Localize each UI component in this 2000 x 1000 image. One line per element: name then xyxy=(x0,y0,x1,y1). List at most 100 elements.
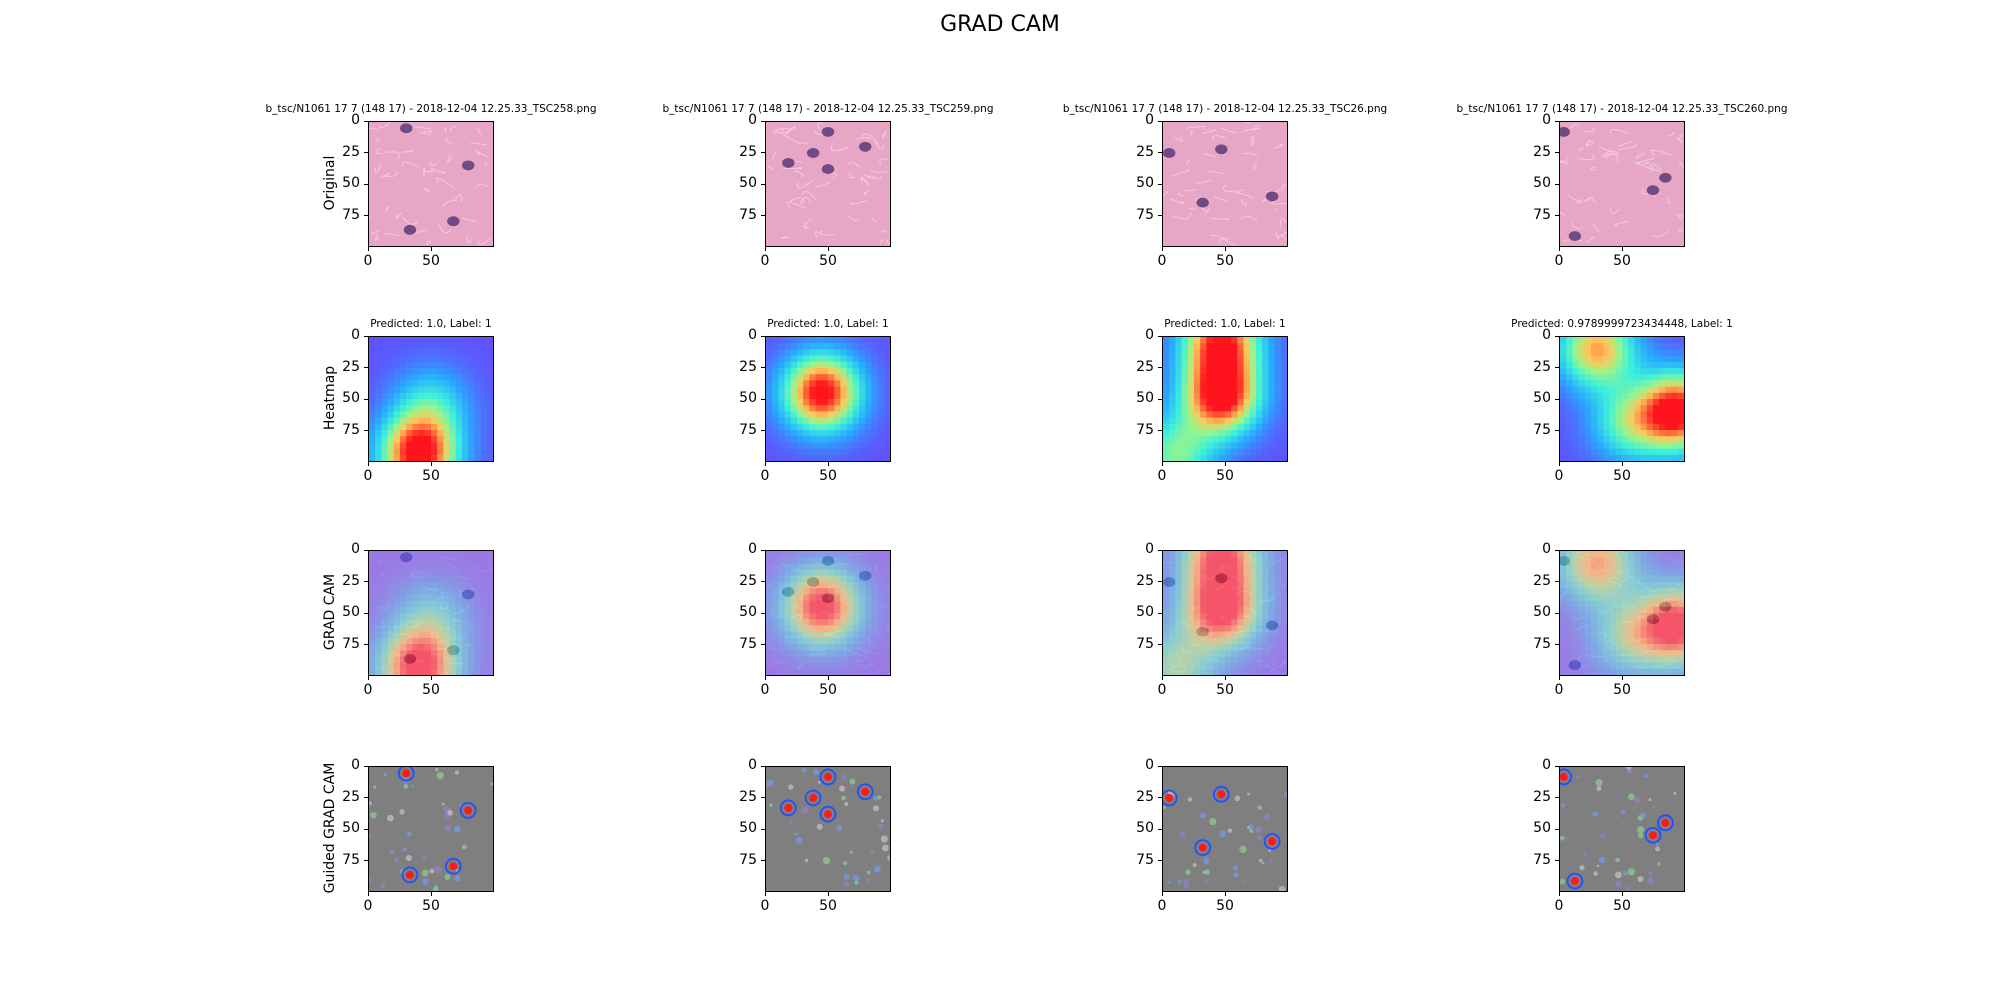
heat-cell xyxy=(790,656,798,663)
heat-cell xyxy=(431,343,438,350)
heat-cell xyxy=(468,656,475,663)
heat-cell xyxy=(1187,650,1195,657)
heat-cell xyxy=(784,644,792,651)
heat-cell xyxy=(449,442,457,449)
heat-cell xyxy=(1187,551,1195,558)
heat-cell xyxy=(840,575,847,583)
x-tick-label: 0 xyxy=(760,253,770,269)
heat-cell xyxy=(1560,613,1567,620)
gradient-speck xyxy=(411,784,415,788)
heat-cell xyxy=(412,619,419,626)
heat-cell xyxy=(1671,399,1679,406)
x-tick xyxy=(1224,892,1226,896)
gradient-speck xyxy=(843,880,850,887)
heat-cell xyxy=(809,430,816,437)
heat-cell xyxy=(455,662,463,670)
heat-cell xyxy=(1237,656,1244,663)
heat-cell xyxy=(1256,392,1263,400)
heat-cell xyxy=(790,668,798,675)
heat-cell xyxy=(369,644,376,651)
heat-cell xyxy=(474,637,481,645)
heat-cell xyxy=(393,575,401,583)
heat-cell xyxy=(1256,575,1263,583)
heat-cell xyxy=(418,442,426,449)
heat-cell xyxy=(462,411,469,418)
heat-cell xyxy=(1603,557,1610,564)
heat-cell xyxy=(1566,361,1573,369)
heat-cell xyxy=(803,386,810,394)
heat-cell xyxy=(443,668,450,675)
heat-cell xyxy=(1603,563,1610,570)
gradient-speck xyxy=(841,774,847,780)
heat-cell xyxy=(369,563,376,570)
tissue-fiber xyxy=(772,152,777,159)
heat-cell xyxy=(387,600,395,608)
heat-cell xyxy=(1243,448,1251,456)
heat-cell xyxy=(369,411,376,418)
heat-cell xyxy=(1584,662,1592,670)
heat-cell xyxy=(437,588,444,595)
heat-cell xyxy=(883,668,890,675)
x-tick-label: 0 xyxy=(363,898,373,914)
heat-cell xyxy=(480,637,488,645)
gradient-speck xyxy=(795,836,803,844)
heat-cell xyxy=(834,644,841,651)
heat-cell xyxy=(859,656,866,663)
heat-cell xyxy=(443,417,450,425)
heat-cell xyxy=(1615,355,1623,363)
heat-cell xyxy=(443,423,450,431)
tissue-fiber xyxy=(1649,163,1662,171)
y-tick-label: 50 xyxy=(1533,390,1551,406)
heat-cell xyxy=(1591,436,1598,443)
heat-cell xyxy=(797,575,804,583)
heat-cell xyxy=(400,423,407,431)
heat-cell xyxy=(449,349,457,356)
heat-cell xyxy=(877,411,885,418)
heat-cell xyxy=(1187,448,1195,456)
heat-cell xyxy=(1225,588,1232,595)
heat-cell xyxy=(883,417,890,425)
heat-cell xyxy=(1572,551,1579,558)
heat-cell xyxy=(1218,563,1226,570)
heat-cell xyxy=(1628,613,1635,620)
heat-cell xyxy=(1225,392,1232,400)
heat-cell xyxy=(1572,594,1579,601)
y-tick xyxy=(364,797,368,798)
heat-cell xyxy=(381,436,388,443)
heat-cell xyxy=(424,355,432,363)
heat-cell xyxy=(766,613,773,620)
heat-cell xyxy=(1274,380,1282,387)
heat-cell xyxy=(877,662,885,670)
heat-cell xyxy=(834,417,841,425)
heat-cell xyxy=(797,644,804,651)
gradient-speck xyxy=(877,795,882,800)
heat-cell xyxy=(400,392,407,400)
heat-cell xyxy=(1615,613,1623,620)
heat-cell xyxy=(412,594,419,601)
heat-cell xyxy=(455,386,463,394)
tissue-fiber xyxy=(1203,153,1216,158)
heat-cell xyxy=(1206,355,1213,363)
heat-cell xyxy=(480,650,488,657)
x-tick-label: 50 xyxy=(1613,468,1631,484)
heat-cell xyxy=(871,557,878,564)
gradient-speck xyxy=(490,782,493,786)
heat-cell xyxy=(424,442,432,449)
heat-cell xyxy=(1200,374,1207,381)
heat-cell xyxy=(1640,454,1648,461)
heat-cell xyxy=(1268,411,1275,418)
heat-cell xyxy=(1677,557,1684,564)
heat-cell xyxy=(1615,594,1623,601)
heat-cell xyxy=(821,656,829,663)
heat-cell xyxy=(809,423,816,431)
heat-cell xyxy=(375,448,382,456)
heat-cell xyxy=(1603,405,1610,412)
heat-cell xyxy=(877,656,885,663)
heat-cell xyxy=(474,563,481,570)
heat-cell xyxy=(1237,600,1244,608)
heat-cell xyxy=(1169,454,1176,461)
heat-cell xyxy=(1274,551,1282,558)
heat-cell xyxy=(1677,405,1684,412)
image-panel-grad-cam xyxy=(1162,550,1288,676)
tissue-fiber xyxy=(1252,164,1258,171)
